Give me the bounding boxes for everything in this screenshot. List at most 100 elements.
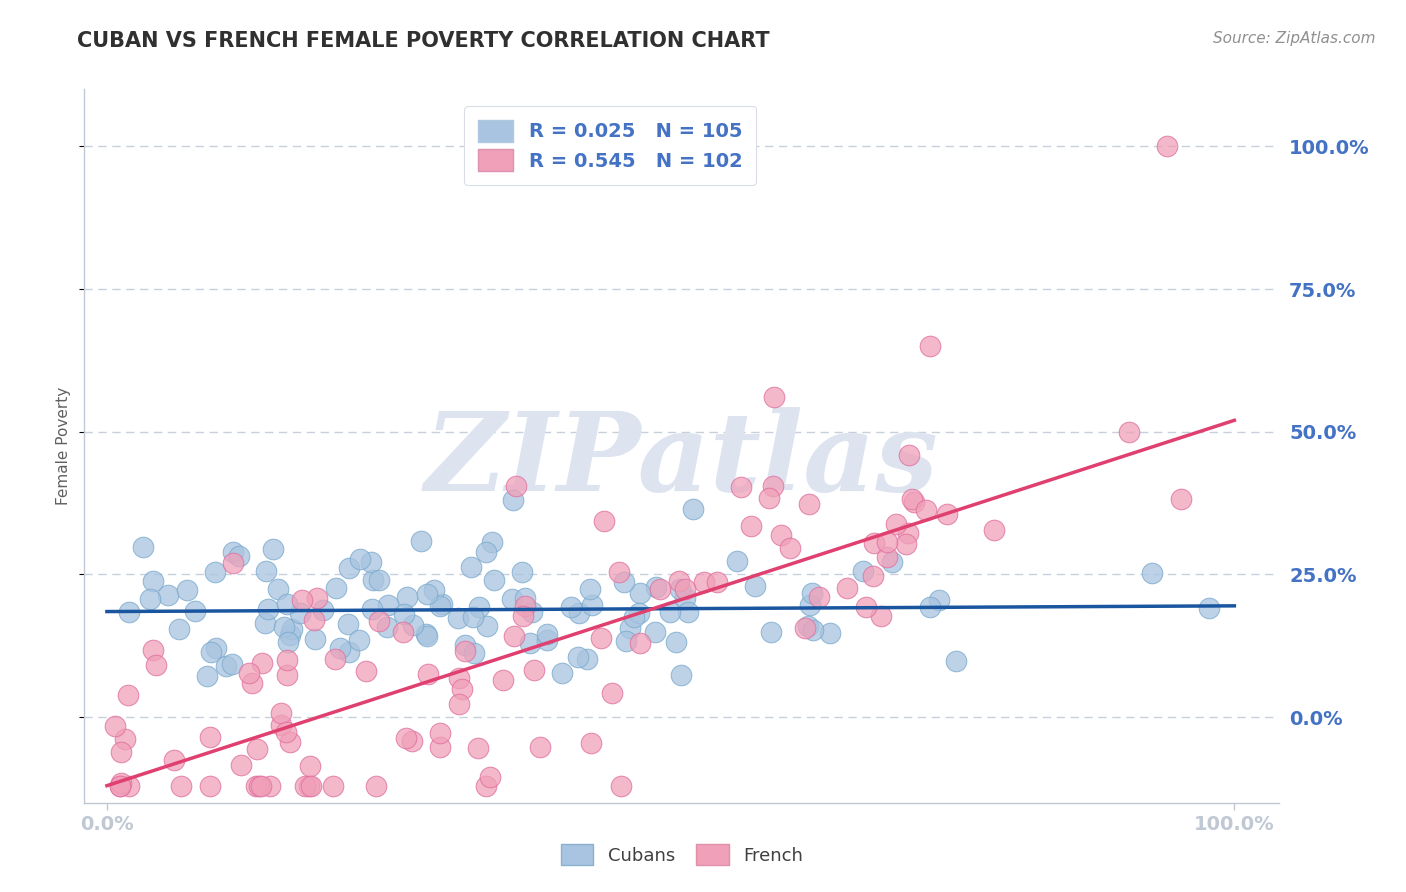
Point <box>628 607 651 621</box>
Point <box>312 603 335 617</box>
Point <box>298 779 321 793</box>
Point <box>492 673 515 687</box>
Point <box>730 480 752 494</box>
Point <box>429 599 451 613</box>
Point <box>668 574 690 589</box>
Point <box>560 600 582 615</box>
Point <box>259 779 281 793</box>
Point <box>337 617 360 632</box>
Point <box>523 663 546 677</box>
Point <box>361 602 384 616</box>
Point <box>880 555 903 569</box>
Point <box>325 581 347 595</box>
Point <box>801 623 824 637</box>
Point <box>628 586 651 600</box>
Point <box>302 613 325 627</box>
Point <box>579 736 602 750</box>
Point <box>863 536 886 550</box>
Point <box>183 604 205 618</box>
Point <box>807 590 830 604</box>
Point <box>418 666 440 681</box>
Point <box>797 619 820 633</box>
Point <box>614 634 637 648</box>
Point <box>479 770 502 784</box>
Point <box>145 658 167 673</box>
Point <box>392 607 415 621</box>
Point <box>409 534 432 549</box>
Point <box>918 600 941 615</box>
Point <box>267 582 290 596</box>
Point <box>118 606 141 620</box>
Point <box>368 573 391 587</box>
Point <box>876 535 898 549</box>
Point <box>304 632 326 646</box>
Point <box>501 592 523 607</box>
Point <box>835 581 858 595</box>
Point <box>669 582 692 597</box>
Point <box>391 625 413 640</box>
Point <box>401 734 423 748</box>
Point <box>294 779 316 793</box>
Point <box>869 609 891 624</box>
Point <box>367 614 389 628</box>
Point <box>415 627 437 641</box>
Point <box>228 549 250 563</box>
Point <box>454 644 477 658</box>
Point <box>323 652 346 666</box>
Point <box>515 591 537 605</box>
Point <box>114 732 136 747</box>
Point <box>360 554 382 568</box>
Point <box>1198 600 1220 615</box>
Point <box>447 610 470 624</box>
Point <box>463 646 485 660</box>
Point <box>468 600 491 615</box>
Point <box>665 635 688 649</box>
Point <box>567 606 589 620</box>
Point <box>322 779 344 793</box>
Point <box>253 616 276 631</box>
Point <box>277 634 299 648</box>
Point <box>1156 139 1178 153</box>
Point <box>108 779 131 793</box>
Point <box>884 516 907 531</box>
Text: Source: ZipAtlas.com: Source: ZipAtlas.com <box>1212 31 1375 46</box>
Point <box>482 573 505 587</box>
Point <box>744 579 766 593</box>
Point <box>416 587 439 601</box>
Point <box>676 605 699 619</box>
Point <box>299 779 322 793</box>
Point <box>1142 566 1164 580</box>
Point <box>593 514 616 528</box>
Point <box>117 688 139 702</box>
Point <box>104 719 127 733</box>
Point <box>581 599 603 613</box>
Point <box>402 617 425 632</box>
Point <box>447 697 470 711</box>
Y-axis label: Female Poverty: Female Poverty <box>56 387 72 505</box>
Text: ZIPatlas: ZIPatlas <box>425 407 939 514</box>
Point <box>983 523 1005 537</box>
Point <box>682 501 704 516</box>
Point <box>673 591 696 605</box>
Point <box>451 682 474 697</box>
Point <box>467 741 489 756</box>
Point <box>280 623 302 637</box>
Point <box>673 582 696 596</box>
Point <box>354 664 377 678</box>
Point <box>329 640 352 655</box>
Point <box>366 779 388 793</box>
Point <box>429 740 451 755</box>
Point <box>619 621 641 635</box>
Point <box>270 706 292 721</box>
Point <box>423 583 446 598</box>
Point <box>240 676 263 690</box>
Point <box>897 525 920 540</box>
Point <box>337 561 360 575</box>
Point <box>221 545 243 559</box>
Point <box>876 550 898 565</box>
Point <box>894 536 917 550</box>
Point <box>142 574 165 588</box>
Point <box>648 582 671 596</box>
Point <box>290 606 312 620</box>
Point <box>349 632 371 647</box>
